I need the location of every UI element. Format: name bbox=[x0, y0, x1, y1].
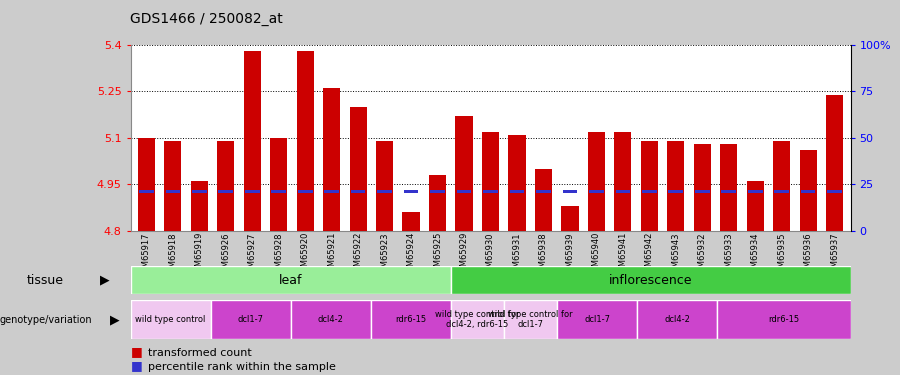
Bar bbox=[748, 190, 762, 193]
Bar bbox=[562, 206, 579, 231]
Bar bbox=[140, 190, 154, 193]
Bar bbox=[298, 190, 312, 193]
Bar bbox=[164, 141, 182, 231]
Bar bbox=[642, 190, 657, 193]
Bar bbox=[430, 190, 445, 193]
Text: ■: ■ bbox=[130, 359, 142, 372]
Bar bbox=[376, 141, 393, 231]
Bar bbox=[245, 190, 259, 193]
Bar bbox=[166, 190, 180, 193]
Bar bbox=[324, 190, 339, 193]
Bar bbox=[695, 190, 709, 193]
Bar bbox=[827, 190, 842, 193]
Bar bbox=[641, 141, 658, 231]
Bar bbox=[694, 144, 711, 231]
Text: genotype/variation: genotype/variation bbox=[0, 315, 92, 325]
Bar bbox=[429, 175, 446, 231]
Text: dcl1-7: dcl1-7 bbox=[584, 315, 610, 324]
Bar bbox=[508, 135, 526, 231]
Bar bbox=[211, 300, 291, 339]
Bar bbox=[455, 116, 472, 231]
Bar bbox=[720, 144, 737, 231]
Text: percentile rank within the sample: percentile rank within the sample bbox=[148, 362, 337, 372]
Bar bbox=[371, 300, 451, 339]
Bar bbox=[349, 107, 366, 231]
Bar bbox=[192, 190, 207, 193]
Bar bbox=[590, 190, 604, 193]
Text: dcl1-7: dcl1-7 bbox=[238, 315, 264, 324]
Bar bbox=[717, 300, 850, 339]
Bar bbox=[130, 266, 451, 294]
Bar bbox=[130, 300, 211, 339]
Text: wild type control: wild type control bbox=[135, 315, 206, 324]
Text: rdr6-15: rdr6-15 bbox=[395, 315, 426, 324]
Bar bbox=[826, 94, 843, 231]
Bar bbox=[297, 51, 314, 231]
Bar bbox=[588, 132, 605, 231]
Bar bbox=[219, 190, 233, 193]
Bar bbox=[483, 190, 498, 193]
Text: ▶: ▶ bbox=[100, 274, 109, 287]
Bar bbox=[377, 190, 392, 193]
Text: dcl4-2: dcl4-2 bbox=[664, 315, 690, 324]
Bar bbox=[191, 181, 208, 231]
Bar bbox=[614, 132, 632, 231]
Bar bbox=[616, 190, 630, 193]
Bar bbox=[562, 190, 577, 193]
Text: wild type control for
dcl1-7: wild type control for dcl1-7 bbox=[488, 310, 572, 329]
Bar bbox=[404, 190, 419, 193]
Bar bbox=[773, 141, 790, 231]
Bar bbox=[270, 138, 287, 231]
Bar bbox=[402, 212, 419, 231]
Bar bbox=[722, 190, 736, 193]
Bar bbox=[291, 300, 371, 339]
Bar bbox=[536, 190, 551, 193]
Text: transformed count: transformed count bbox=[148, 348, 252, 358]
Bar bbox=[747, 181, 764, 231]
Bar bbox=[456, 190, 472, 193]
Bar bbox=[774, 190, 789, 193]
Bar bbox=[637, 300, 717, 339]
Bar bbox=[504, 300, 557, 339]
Bar bbox=[535, 169, 552, 231]
Bar bbox=[272, 190, 286, 193]
Bar bbox=[801, 190, 815, 193]
Bar bbox=[557, 300, 637, 339]
Bar bbox=[217, 141, 234, 231]
Bar bbox=[509, 190, 525, 193]
Text: GDS1466 / 250082_at: GDS1466 / 250082_at bbox=[130, 12, 284, 26]
Bar bbox=[799, 150, 816, 231]
Bar bbox=[351, 190, 365, 193]
Bar bbox=[244, 51, 261, 231]
Text: rdr6-15: rdr6-15 bbox=[769, 315, 799, 324]
Bar bbox=[451, 300, 504, 339]
Bar bbox=[667, 141, 684, 231]
Text: tissue: tissue bbox=[27, 274, 64, 287]
Bar bbox=[323, 88, 340, 231]
Bar bbox=[451, 266, 850, 294]
Text: leaf: leaf bbox=[279, 274, 302, 287]
Text: ▶: ▶ bbox=[110, 313, 120, 326]
Bar bbox=[138, 138, 155, 231]
Bar bbox=[669, 190, 683, 193]
Text: inflorescence: inflorescence bbox=[608, 274, 692, 287]
Bar bbox=[482, 132, 500, 231]
Text: ■: ■ bbox=[130, 345, 142, 358]
Text: wild type control for
dcl4-2, rdr6-15: wild type control for dcl4-2, rdr6-15 bbox=[435, 310, 519, 329]
Text: dcl4-2: dcl4-2 bbox=[318, 315, 344, 324]
